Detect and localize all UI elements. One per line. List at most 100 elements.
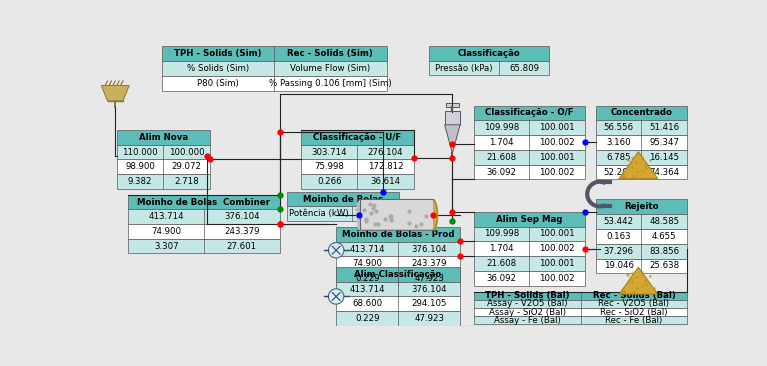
Text: 4.655: 4.655 (652, 232, 676, 241)
Text: Moinho de Bolas: Moinho de Bolas (303, 195, 383, 203)
Text: 21.608: 21.608 (487, 259, 517, 268)
FancyBboxPatch shape (474, 241, 585, 256)
FancyBboxPatch shape (336, 296, 460, 311)
FancyBboxPatch shape (596, 214, 687, 229)
Polygon shape (101, 86, 129, 101)
Text: 100.002: 100.002 (539, 138, 575, 147)
FancyBboxPatch shape (287, 206, 399, 221)
Text: 36.614: 36.614 (370, 177, 400, 186)
Text: 74.900: 74.900 (151, 227, 181, 236)
Text: 47.923: 47.923 (414, 274, 444, 283)
Text: 74.364: 74.364 (650, 168, 680, 176)
FancyBboxPatch shape (128, 195, 279, 209)
FancyBboxPatch shape (474, 105, 585, 120)
Text: 83.856: 83.856 (650, 247, 680, 256)
Text: 3.307: 3.307 (154, 242, 179, 251)
Text: 25.638: 25.638 (650, 261, 680, 270)
FancyBboxPatch shape (336, 267, 460, 282)
Text: 56.556: 56.556 (604, 123, 634, 132)
Text: Assay - V2O5 (Bal): Assay - V2O5 (Bal) (487, 299, 568, 309)
FancyBboxPatch shape (596, 150, 687, 165)
Text: 376.104: 376.104 (224, 212, 259, 221)
Text: 110.000: 110.000 (122, 147, 158, 157)
FancyBboxPatch shape (162, 61, 387, 76)
FancyBboxPatch shape (474, 150, 585, 165)
Text: P80 (Sim): P80 (Sim) (197, 79, 239, 88)
Text: Alim Classificação: Alim Classificação (354, 270, 442, 279)
FancyBboxPatch shape (287, 192, 399, 206)
Text: 6.785: 6.785 (606, 153, 631, 162)
Polygon shape (619, 152, 658, 179)
FancyBboxPatch shape (162, 76, 387, 91)
Text: 0.266: 0.266 (317, 177, 341, 186)
Text: Pressão (kPa): Pressão (kPa) (435, 64, 492, 73)
Text: Moinho de Bolas - Prod: Moinho de Bolas - Prod (342, 230, 454, 239)
FancyBboxPatch shape (429, 46, 549, 61)
Text: 100.001: 100.001 (539, 153, 575, 162)
Text: 27.601: 27.601 (227, 242, 257, 251)
FancyBboxPatch shape (336, 311, 460, 326)
Text: TPH - Solids (Bal): TPH - Solids (Bal) (485, 291, 570, 300)
FancyBboxPatch shape (474, 308, 687, 316)
Text: 37.296: 37.296 (604, 247, 634, 256)
Text: 376.104: 376.104 (411, 285, 447, 294)
Text: 243.379: 243.379 (411, 259, 447, 268)
FancyBboxPatch shape (336, 282, 460, 296)
FancyBboxPatch shape (474, 135, 585, 150)
FancyBboxPatch shape (301, 145, 413, 160)
Circle shape (328, 289, 344, 304)
Text: 53.442: 53.442 (604, 217, 634, 226)
Text: 100.002: 100.002 (539, 244, 575, 253)
Text: 376.104: 376.104 (411, 244, 447, 254)
Text: Volume Flow (Sim): Volume Flow (Sim) (290, 64, 370, 73)
Text: % Solids (Sim): % Solids (Sim) (187, 64, 249, 73)
Text: 100.001: 100.001 (539, 229, 575, 239)
Text: 19.046: 19.046 (604, 261, 634, 270)
Text: 9.382: 9.382 (128, 177, 153, 186)
Text: Classificação: Classificação (458, 49, 521, 58)
FancyBboxPatch shape (474, 212, 585, 227)
Text: 100.001: 100.001 (539, 259, 575, 268)
FancyBboxPatch shape (596, 199, 687, 214)
Text: 74.900: 74.900 (352, 259, 382, 268)
FancyBboxPatch shape (336, 271, 460, 286)
FancyBboxPatch shape (445, 111, 460, 125)
FancyBboxPatch shape (596, 229, 687, 244)
Text: 16.145: 16.145 (650, 153, 680, 162)
Text: 0.163: 0.163 (606, 232, 631, 241)
Text: 2.718: 2.718 (174, 177, 199, 186)
FancyBboxPatch shape (596, 259, 687, 273)
FancyBboxPatch shape (474, 165, 585, 179)
Text: TPH - Solids (Sim): TPH - Solids (Sim) (174, 49, 262, 58)
Text: 0.229: 0.229 (355, 274, 380, 283)
FancyBboxPatch shape (474, 300, 687, 308)
FancyBboxPatch shape (474, 271, 585, 286)
Text: % Passing 0.106 [mm] (Sim): % Passing 0.106 [mm] (Sim) (269, 79, 392, 88)
FancyBboxPatch shape (429, 61, 549, 75)
FancyBboxPatch shape (474, 292, 687, 300)
Text: Assay - SiO2 (Bal): Assay - SiO2 (Bal) (489, 307, 566, 317)
Text: 98.900: 98.900 (125, 162, 155, 171)
FancyBboxPatch shape (336, 242, 460, 257)
Text: 413.714: 413.714 (349, 244, 385, 254)
FancyBboxPatch shape (596, 135, 687, 150)
FancyBboxPatch shape (128, 209, 279, 224)
FancyBboxPatch shape (336, 257, 460, 271)
Text: 294.105: 294.105 (411, 299, 447, 308)
Text: Assay - Fe (Bal): Assay - Fe (Bal) (494, 315, 561, 325)
Text: 36.092: 36.092 (487, 274, 517, 283)
FancyBboxPatch shape (336, 227, 460, 242)
Text: 100.000: 100.000 (169, 147, 204, 157)
Text: 2118.774: 2118.774 (355, 209, 396, 218)
Text: 51.416: 51.416 (650, 123, 680, 132)
FancyBboxPatch shape (596, 105, 687, 120)
FancyBboxPatch shape (162, 46, 387, 61)
Text: Rec - SiO2 (Bal): Rec - SiO2 (Bal) (600, 307, 667, 317)
Text: 100.001: 100.001 (539, 123, 575, 132)
FancyBboxPatch shape (596, 165, 687, 179)
Text: 413.714: 413.714 (349, 285, 385, 294)
Text: 1.704: 1.704 (489, 138, 514, 147)
Text: 48.585: 48.585 (650, 217, 680, 226)
Polygon shape (445, 125, 460, 153)
Text: 100.002: 100.002 (539, 168, 575, 176)
